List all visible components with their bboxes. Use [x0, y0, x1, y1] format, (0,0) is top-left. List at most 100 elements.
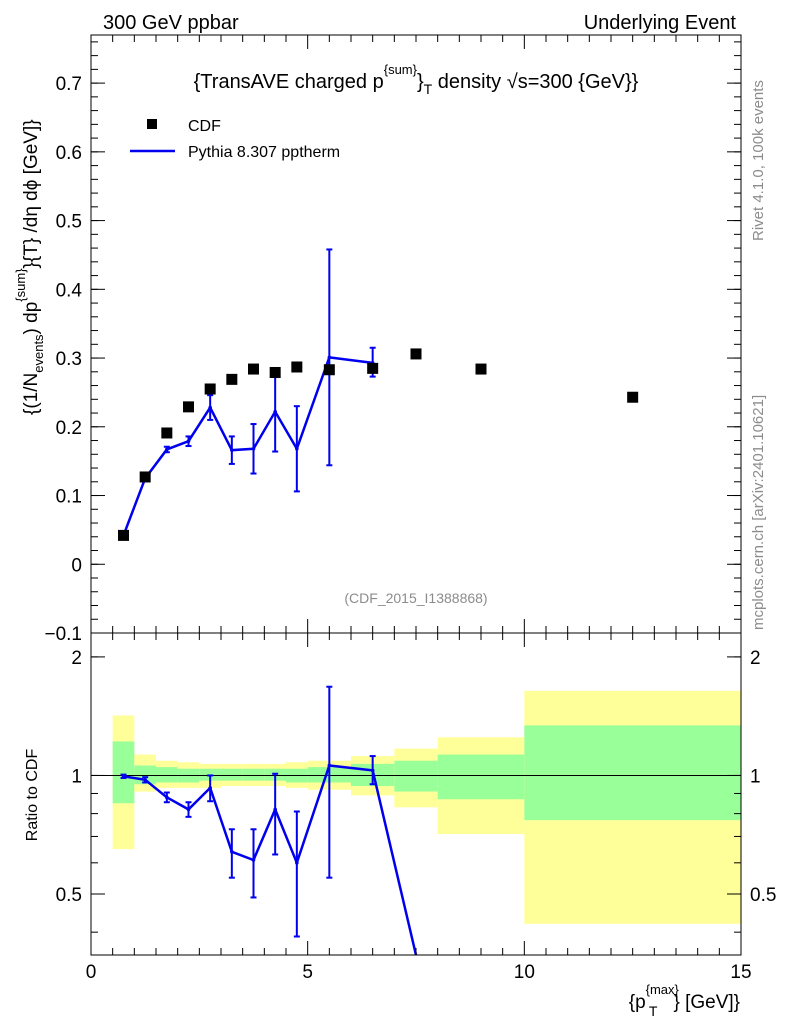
legend-pythia-label: Pythia 8.307 pptherm	[188, 144, 340, 161]
x-tick-label: 15	[730, 962, 751, 983]
ratio-band-inner	[242, 768, 265, 781]
x-axis-label: {p{max} T } [GeV]}	[629, 982, 740, 1019]
main-y-tick-label: 0.2	[56, 418, 82, 439]
title-part-mid: }	[417, 71, 424, 93]
ratio-band-inner	[394, 760, 438, 792]
pythia-point	[186, 439, 191, 444]
ylabel-sup: {sum}	[13, 268, 28, 302]
main-y-tick-label: 0.1	[56, 487, 82, 508]
ratio-point	[370, 768, 375, 773]
ratio-y-axis: 0.5 0.5 1 1 2 2	[56, 648, 776, 933]
xlabel-sub: T	[649, 1003, 658, 1019]
ratio-y-tick-label-right: 0.5	[750, 885, 776, 906]
main-y-tick-label: 0.3	[56, 349, 82, 370]
ratio-band-inner	[156, 767, 178, 783]
ratio-pythia-series	[120, 685, 418, 955]
pythia-point	[251, 446, 256, 451]
xlabel-part-a: {p	[629, 992, 646, 1013]
cdf-point	[161, 427, 173, 439]
ratio-band-inner	[221, 768, 243, 781]
pythia-point	[165, 447, 169, 452]
ratio-y-tick-label: 1	[71, 766, 82, 787]
header-right: Underlying Event	[584, 12, 737, 34]
ratio-point	[143, 777, 147, 782]
main-y-axis: −0.1 0 0.1 0.2 0.3 0.4 0.5 0.6 0.7	[44, 41, 741, 645]
ratio-y-tick-label-right: 2	[750, 648, 761, 669]
cdf-point	[627, 391, 639, 403]
legend-cdf-label: CDF	[188, 118, 221, 135]
legend: CDF Pythia 8.307 pptherm	[130, 118, 340, 161]
ratio-point	[186, 807, 191, 812]
ratio-band-inner	[112, 741, 135, 804]
pythia-line	[122, 356, 373, 536]
ratio-clipped-group	[120, 685, 418, 955]
main-y-tick-label: 0.5	[56, 212, 82, 233]
pythia-point	[327, 355, 332, 360]
ratio-point	[327, 763, 332, 768]
ratio-point	[230, 849, 234, 854]
ratio-panel: 0.5 0.5 1 1 2 2 0 5 10 15 Ratio to CDF {p{max} T}…	[24, 632, 776, 1019]
ratio-pythia-line	[123, 764, 418, 955]
x-tick-label: 5	[302, 962, 313, 983]
ratio-y-tick-label: 2	[71, 648, 82, 669]
pythia-series	[120, 248, 376, 538]
ratio-point	[121, 774, 126, 779]
main-y-tick-label: −0.1	[44, 624, 82, 645]
title-sup: {sum}	[384, 62, 418, 77]
ylabel-part-a: {(1/N	[21, 373, 42, 415]
mcplots-label: mcplots.cern.ch [arXiv:2401.10621]	[750, 395, 767, 630]
chart-title: {TransAVE charged p{sum}}T density √s=30…	[194, 62, 639, 97]
main-y-label: {(1/Nevents) dp{sum}}{T} /dη dϕ [GeV]}	[13, 119, 46, 415]
ratio-point	[208, 786, 212, 790]
ratio-point	[165, 795, 169, 800]
main-panel: −0.1 0 0.1 0.2 0.3 0.4 0.5 0.6 0.7 {TransAVE cha…	[13, 34, 742, 645]
title-part-b: density √s=300 {GeV}}	[432, 71, 638, 93]
ratio-y-label: Ratio to CDF	[24, 749, 41, 842]
cdf-point	[475, 363, 487, 375]
ratio-band-inner	[524, 725, 741, 821]
main-y-tick-label: 0.7	[56, 74, 82, 95]
cdf-point	[367, 362, 379, 374]
ratio-y-tick-label-right: 1	[750, 766, 761, 787]
main-y-tick-label: 0	[71, 555, 82, 576]
cdf-point	[269, 366, 281, 378]
cdf-point	[139, 471, 151, 483]
cdf-point	[118, 529, 129, 541]
main-y-tick-label: 0.4	[56, 280, 83, 301]
cdf-point	[204, 383, 216, 395]
xlabel-part-b: } [GeV]}	[673, 992, 740, 1013]
pythia-point	[295, 446, 299, 451]
analysis-watermark: (CDF_2015_I1388868)	[344, 590, 487, 606]
x-tick-label: 10	[514, 962, 535, 983]
cdf-point	[410, 348, 422, 360]
pythia-point	[230, 448, 234, 452]
main-x-ticks	[90, 35, 742, 633]
header-left: 300 GeV ppbar	[103, 12, 239, 34]
pythia-point	[273, 409, 277, 414]
ratio-bands	[112, 690, 741, 924]
x-tick-label: 0	[86, 962, 97, 983]
title-part-a: {TransAVE charged p	[194, 71, 384, 93]
ratio-y-tick-label: 0.5	[56, 885, 82, 906]
legend-cdf-marker	[147, 119, 157, 129]
cdf-point	[248, 363, 259, 375]
cdf-point	[226, 373, 238, 385]
xlabel-sup: {max}	[646, 982, 680, 997]
ratio-x-axis: 0 5 10 15	[86, 633, 752, 983]
ratio-point	[295, 861, 299, 865]
ylabel-part-c: }{T} /dη dϕ [GeV]}	[21, 119, 42, 268]
ylabel-sub: events	[31, 334, 46, 373]
pythia-point	[208, 405, 212, 410]
ratio-point	[251, 858, 256, 862]
rivet-label: Rivet 4.1.0, 100k events	[750, 80, 767, 241]
main-y-tick-label: 0.6	[56, 143, 82, 164]
ratio-point	[273, 807, 277, 812]
cdf-point	[323, 364, 335, 376]
cdf-point	[291, 361, 303, 373]
ratio-band-inner	[437, 754, 525, 800]
cdf-point	[183, 401, 194, 413]
ylabel-part-b: ) dp	[21, 302, 42, 335]
cdf-series	[118, 348, 639, 541]
title-sub: T	[424, 81, 433, 97]
